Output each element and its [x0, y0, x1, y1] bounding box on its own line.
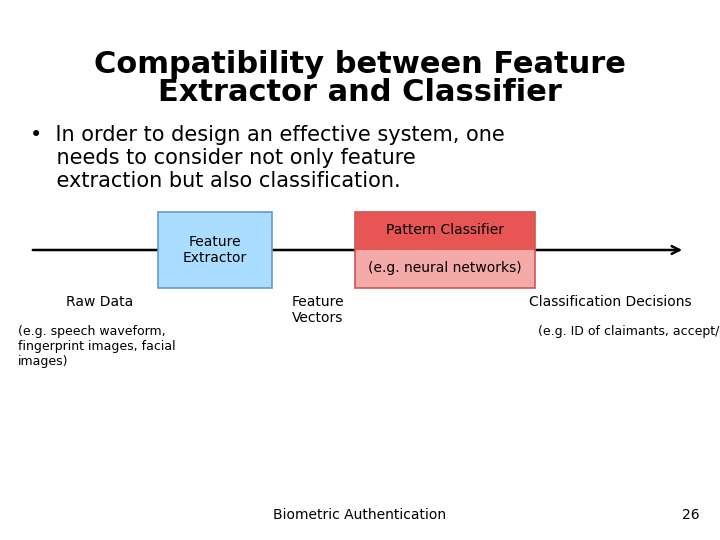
- Text: Feature
Vectors: Feature Vectors: [292, 295, 344, 325]
- Bar: [355, 250, 535, 288]
- Text: needs to consider not only feature: needs to consider not only feature: [30, 148, 415, 168]
- Text: (e.g. neural networks): (e.g. neural networks): [368, 261, 522, 275]
- Text: Extractor and Classifier: Extractor and Classifier: [158, 78, 562, 107]
- Bar: [355, 212, 535, 250]
- Text: Feature
Extractor: Feature Extractor: [183, 235, 247, 265]
- Text: Classification Decisions: Classification Decisions: [528, 295, 691, 309]
- Bar: [158, 212, 272, 288]
- Text: 26: 26: [683, 508, 700, 522]
- Bar: [355, 212, 535, 288]
- Text: (e.g. speech waveform,
fingerprint images, facial
images): (e.g. speech waveform, fingerprint image…: [18, 325, 176, 368]
- Text: extraction but also classification.: extraction but also classification.: [30, 171, 400, 191]
- Text: Biometric Authentication: Biometric Authentication: [274, 508, 446, 522]
- Text: •  In order to design an effective system, one: • In order to design an effective system…: [30, 125, 505, 145]
- Text: Compatibility between Feature: Compatibility between Feature: [94, 50, 626, 79]
- Text: (e.g. ID of claimants, accept/reject): (e.g. ID of claimants, accept/reject): [538, 325, 720, 338]
- Text: Pattern Classifier: Pattern Classifier: [386, 223, 504, 237]
- Text: Raw Data: Raw Data: [66, 295, 134, 309]
